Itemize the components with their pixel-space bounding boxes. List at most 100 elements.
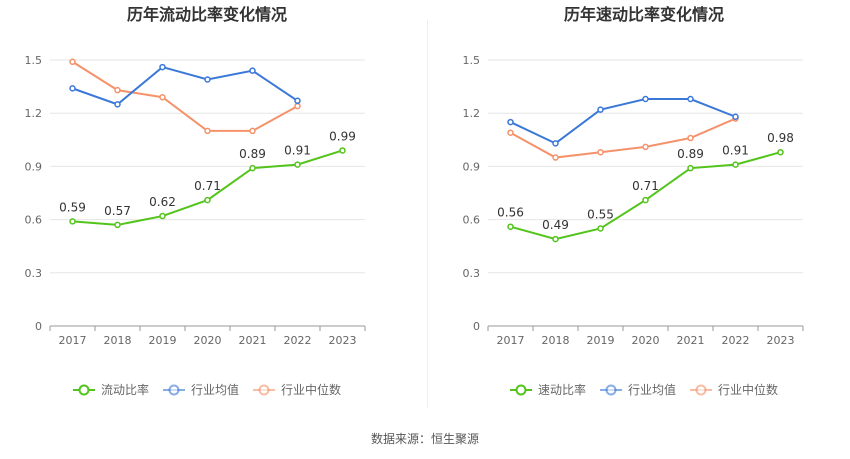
data-point[interactable] bbox=[552, 154, 559, 161]
data-label: 0.89 bbox=[239, 147, 266, 161]
data-point[interactable] bbox=[69, 58, 76, 66]
x-tick-label: 2017 bbox=[59, 334, 87, 347]
x-tick-label: 2022 bbox=[284, 334, 312, 347]
data-point[interactable] bbox=[732, 113, 739, 120]
x-tick-label: 2017 bbox=[497, 334, 525, 347]
data-point[interactable] bbox=[507, 118, 514, 126]
data-point[interactable] bbox=[159, 93, 166, 101]
series-line bbox=[510, 98, 736, 145]
x-tick-label: 2018 bbox=[542, 334, 570, 347]
y-tick-label: 0 bbox=[35, 320, 42, 333]
data-label: 0.56 bbox=[497, 206, 524, 220]
data-label: 0.71 bbox=[194, 179, 221, 193]
data-label: 0.55 bbox=[587, 207, 614, 221]
y-tick-label: 1.5 bbox=[25, 54, 43, 67]
x-tick-label: 2023 bbox=[329, 334, 357, 347]
data-label: 0.91 bbox=[284, 144, 311, 158]
y-tick-label: 0.9 bbox=[463, 160, 481, 173]
data-label: 0.59 bbox=[59, 200, 86, 214]
y-tick-label: 0 bbox=[473, 320, 480, 333]
data-point[interactable] bbox=[294, 161, 301, 168]
x-tick-label: 2021 bbox=[239, 334, 267, 347]
series-line bbox=[71, 60, 298, 132]
x-tick-label: 2019 bbox=[587, 334, 615, 347]
legend-label: 流动比率 bbox=[101, 382, 149, 397]
data-point[interactable] bbox=[777, 148, 784, 156]
chart-1: 历年流动比率变化情况 0 0.3 0.6 0.9 1.2 1.5 2017 2018 2019 20… bbox=[25, 5, 366, 397]
data-label: 0.71 bbox=[632, 179, 659, 193]
legend-item[interactable]: 行业中位数 bbox=[253, 382, 341, 397]
legend-item[interactable]: 速动比率 bbox=[510, 382, 586, 397]
data-point[interactable] bbox=[507, 223, 514, 230]
data-point[interactable] bbox=[249, 67, 256, 74]
x-tick-label: 2021 bbox=[677, 334, 705, 347]
chart-title: 历年流动比率变化情况 bbox=[127, 5, 287, 24]
legend-item[interactable]: 流动比率 bbox=[73, 382, 149, 397]
data-point[interactable] bbox=[114, 221, 121, 229]
legend-item[interactable]: 行业均值 bbox=[600, 382, 676, 397]
data-point[interactable] bbox=[249, 127, 256, 135]
legend-label: 行业均值 bbox=[628, 382, 676, 397]
y-tick-label: 1.5 bbox=[463, 54, 481, 67]
data-point[interactable] bbox=[552, 140, 559, 147]
legend-label: 速动比率 bbox=[538, 382, 586, 397]
data-label: 0.91 bbox=[722, 144, 749, 158]
legend-label: 行业均值 bbox=[191, 382, 239, 397]
y-tick-label: 1.2 bbox=[463, 107, 481, 120]
chart-2: 历年速动比率变化情况 0 0.3 0.6 0.9 1.2 1.5 2017 2018 2019 20… bbox=[463, 5, 804, 397]
data-point[interactable] bbox=[642, 196, 649, 204]
x-tick-label: 2020 bbox=[632, 334, 660, 347]
data-point[interactable] bbox=[294, 97, 301, 105]
data-point[interactable] bbox=[159, 63, 166, 71]
data-point[interactable] bbox=[642, 95, 649, 103]
y-tick-label: 1.2 bbox=[25, 107, 43, 120]
data-point[interactable] bbox=[204, 127, 211, 135]
y-tick-label: 0.6 bbox=[25, 214, 43, 227]
data-label: 0.62 bbox=[149, 195, 176, 209]
legend-marker bbox=[78, 384, 90, 396]
y-tick-label: 0.3 bbox=[25, 267, 43, 280]
data-point[interactable] bbox=[114, 86, 121, 94]
data-point[interactable] bbox=[204, 76, 211, 83]
data-point[interactable] bbox=[204, 196, 211, 204]
data-point[interactable] bbox=[687, 95, 694, 103]
y-tick-label: 0.9 bbox=[25, 160, 43, 173]
data-point[interactable] bbox=[339, 147, 346, 154]
data-label: 0.89 bbox=[677, 147, 704, 161]
data-point[interactable] bbox=[159, 212, 166, 220]
x-tick-label: 2020 bbox=[194, 334, 222, 347]
x-tick-label: 2018 bbox=[104, 334, 132, 347]
legend-marker bbox=[515, 384, 527, 396]
x-tick-label: 2019 bbox=[149, 334, 177, 347]
data-point[interactable] bbox=[597, 148, 604, 156]
data-point[interactable] bbox=[687, 134, 694, 142]
data-label: 0.99 bbox=[329, 129, 356, 143]
series-line bbox=[510, 117, 736, 159]
data-source: 数据来源：恒生聚源 bbox=[370, 432, 479, 446]
data-point[interactable] bbox=[507, 129, 514, 136]
data-point[interactable] bbox=[732, 161, 739, 168]
data-label: 0.49 bbox=[542, 218, 569, 232]
data-point[interactable] bbox=[597, 106, 604, 113]
data-point[interactable] bbox=[687, 164, 694, 172]
data-point[interactable] bbox=[642, 143, 649, 151]
legend-marker bbox=[605, 384, 617, 396]
legend-marker bbox=[168, 384, 180, 396]
series-line bbox=[72, 65, 299, 106]
chart-title: 历年速动比率变化情况 bbox=[564, 5, 724, 24]
data-label: 0.57 bbox=[104, 204, 131, 218]
legend-item[interactable]: 行业均值 bbox=[163, 382, 239, 397]
x-tick-label: 2023 bbox=[767, 334, 795, 347]
legend-label: 行业中位数 bbox=[281, 382, 341, 397]
data-point[interactable] bbox=[597, 225, 604, 232]
legend-item[interactable]: 行业中位数 bbox=[690, 382, 778, 397]
data-point[interactable] bbox=[69, 85, 76, 92]
data-point[interactable] bbox=[294, 102, 301, 110]
y-tick-label: 0.6 bbox=[463, 214, 481, 227]
panel-divider bbox=[427, 20, 428, 408]
data-point[interactable] bbox=[114, 101, 121, 108]
data-point[interactable] bbox=[552, 235, 559, 243]
data-label: 0.98 bbox=[767, 131, 794, 145]
data-point[interactable] bbox=[249, 164, 256, 172]
data-point[interactable] bbox=[69, 218, 76, 225]
